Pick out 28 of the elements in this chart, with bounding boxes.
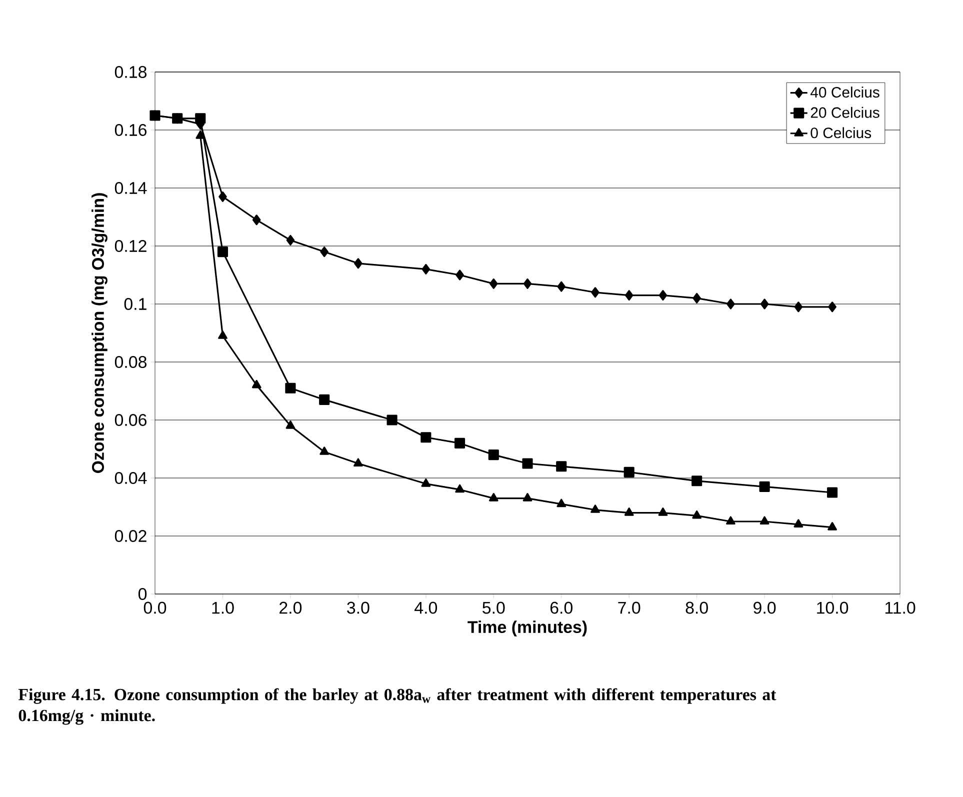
x-tick-label: 7.0	[618, 602, 640, 614]
y-tick-label: 0.1	[124, 298, 146, 310]
legend-label: 20 Celcius	[810, 106, 880, 118]
x-tick-label: 10.0	[817, 602, 848, 614]
y-tick-label: 0.12	[114, 240, 146, 252]
legend-label: 0 Celcius	[810, 127, 872, 138]
y-tick-label: 0.18	[114, 66, 146, 78]
x-tick-label: 6.0	[550, 602, 572, 614]
x-tick-label: 2.0	[280, 602, 302, 614]
y-tick-label: 0.08	[114, 356, 146, 368]
y-tick-label: 0.14	[114, 182, 147, 194]
x-axis-title: Time (minutes)	[468, 620, 587, 636]
x-tick-label: 9.0	[754, 602, 776, 614]
x-tick-label: 1.0	[212, 602, 234, 614]
text: Figure 4.15. Ozone consumption of the barley at 0.88a$_{w}$ after treatment with different temperatures at 0.16mg/g · minute.	[18, 688, 776, 725]
y-tick-label: 0	[138, 588, 147, 600]
x-tick-label: 4.0	[414, 602, 438, 614]
y-tick-label: 0.16	[114, 124, 146, 136]
x-tick-label: 3.0	[347, 602, 370, 614]
y-tick-label: 0.02	[114, 530, 146, 542]
x-tick-label: 11.0	[885, 602, 916, 614]
y-tick-label: 0.06	[114, 414, 146, 426]
x-tick-label: 5.0	[482, 602, 505, 614]
y-tick-label: 0.04	[114, 472, 147, 484]
x-tick-label: 0.0	[144, 602, 166, 614]
y-axis-title: Ozone consumption (mg O3/g/min)	[92, 193, 108, 473]
x-tick-label: 8.0	[686, 602, 708, 614]
legend-label: 40 Celcius	[810, 86, 880, 98]
